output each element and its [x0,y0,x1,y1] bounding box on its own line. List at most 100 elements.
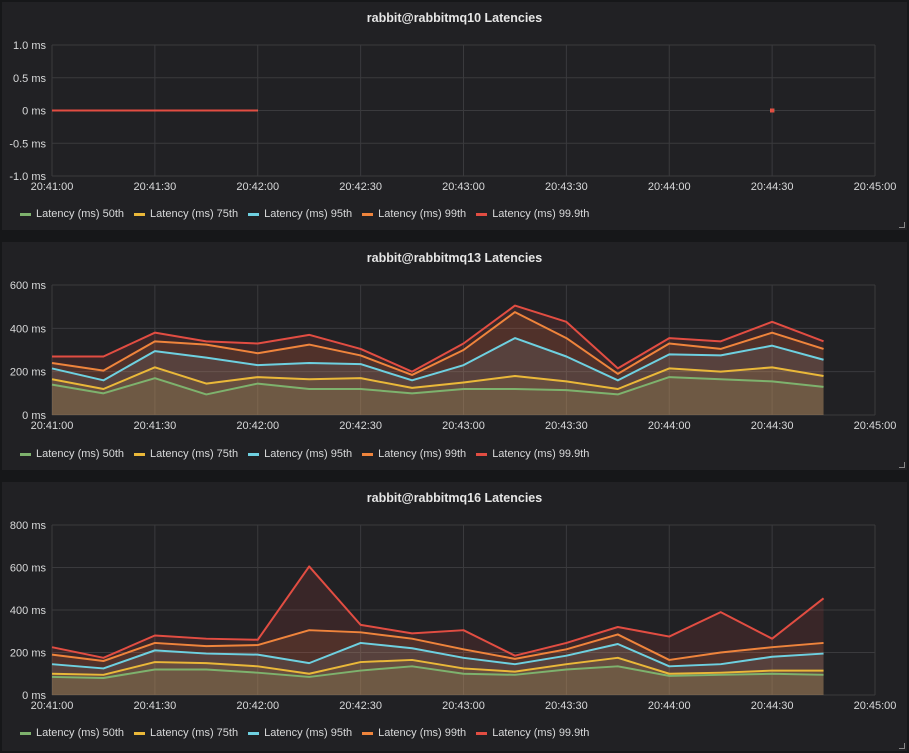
legend-swatch [20,452,31,456]
y-tick-label: 600 ms [10,563,47,575]
legend-label: Latency (ms) 95th [264,208,353,220]
y-tick-label: 600 ms [10,280,47,292]
x-tick-label: 20:41:30 [133,181,176,193]
panel-rabbitmq10: rabbit@rabbitmq10 Latencies 1.0 ms 0.5 ms… [2,2,907,230]
x-tick-label: 20:43:30 [545,700,588,712]
legend-item[interactable]: Latency (ms) 50th [20,208,124,220]
y-tick-label: 200 ms [10,367,47,379]
series-line [51,665,824,679]
legend-item[interactable]: Latency (ms) 95th [248,727,352,739]
legend-item[interactable]: Latency (ms) 99.9th [476,208,589,220]
legend-item[interactable]: Latency (ms) 99.9th [476,727,589,739]
x-tick-label: 20:45:00 [854,700,897,712]
x-tick-label: 20:44:30 [751,181,794,193]
y-tick-label: 0 ms [22,690,46,702]
resize-handle[interactable] [899,222,905,228]
legend-label: Latency (ms) 95th [264,727,353,739]
data-point [770,108,775,113]
x-tick-label: 20:42:30 [339,700,382,712]
panel-rabbitmq13: rabbit@rabbitmq13 Latencies 600 ms 400 ms… [2,242,907,470]
legend-item[interactable]: Latency (ms) 99.9th [476,448,589,460]
legend-item[interactable]: Latency (ms) 95th [248,448,352,460]
y-tick-label: 0 ms [22,106,46,118]
x-tick-label: 20:41:00 [31,181,74,193]
x-tick-label: 20:45:00 [854,181,897,193]
legend-swatch [134,212,146,216]
legend-label: Latency (ms) 99th [378,727,467,739]
legend-item[interactable]: Latency (ms) 50th [20,727,124,739]
x-tick-label: 20:41:00 [31,420,74,432]
resize-handle[interactable] [899,462,905,468]
series-line [51,311,824,376]
legend-label: Latency (ms) 99.9th [492,208,590,220]
series-area [52,305,824,415]
series-line [51,337,824,382]
x-tick-label: 20:43:00 [442,420,485,432]
x-tick-label: 20:42:30 [339,420,382,432]
series-area [52,657,824,695]
series-line [51,366,824,390]
legend-label: Latency (ms) 99th [378,208,467,220]
y-tick-label: 0 ms [22,410,46,422]
x-tick-label: 20:44:30 [751,700,794,712]
resize-handle[interactable] [899,743,905,749]
series-area [52,338,824,415]
legend-label: Latency (ms) 50th [36,448,125,460]
x-tick-label: 20:41:30 [133,700,176,712]
legend-item[interactable]: Latency (ms) 75th [134,448,238,460]
legend-label: Latency (ms) 75th [150,208,239,220]
x-tick-label: 20:41:30 [133,420,176,432]
x-tick-label: 20:43:30 [545,181,588,193]
x-tick-label: 20:43:00 [442,700,485,712]
x-tick-label: 20:42:00 [236,420,279,432]
legend-item[interactable]: Latency (ms) 99th [362,448,466,460]
legend-swatch [248,731,260,735]
legend-item[interactable]: Latency (ms) 95th [248,208,352,220]
legend-label: Latency (ms) 99.9th [492,727,590,739]
y-tick-label: 1.0 ms [13,40,47,52]
legend-swatch [362,731,374,735]
x-tick-label: 20:44:00 [648,420,691,432]
legend-item[interactable]: Latency (ms) 75th [134,208,238,220]
legend-swatch [20,212,31,216]
y-tick-label: -0.5 ms [9,138,46,150]
legend-item[interactable]: Latency (ms) 99th [362,208,466,220]
x-tick-label: 20:42:00 [236,700,279,712]
legend-swatch [362,212,374,216]
panel-title[interactable]: rabbit@rabbitmq13 Latencies [366,251,543,265]
legend-label: Latency (ms) 99th [378,448,467,460]
series-line [51,629,824,662]
legend-swatch [248,212,260,216]
legend: Latency (ms) 50th Latency (ms) 75th Latenc… [20,448,589,460]
y-tick-label: 400 ms [10,605,47,617]
legend: Latency (ms) 50th Latency (ms) 75th Latenc… [20,727,589,739]
legend-label: Latency (ms) 75th [150,727,239,739]
y-tick-label: -1.0 ms [9,171,46,183]
y-tick-label: 400 ms [10,323,47,335]
panel-title[interactable]: rabbit@rabbitmq16 Latencies [366,491,543,505]
legend-label: Latency (ms) 50th [36,727,125,739]
legend-item[interactable]: Latency (ms) 50th [20,448,124,460]
legend-label: Latency (ms) 50th [36,208,125,220]
legend-item[interactable]: Latency (ms) 75th [134,727,238,739]
panel-title[interactable]: rabbit@rabbitmq10 Latencies [366,11,543,25]
x-tick-label: 20:42:30 [339,181,382,193]
y-tick-label: 200 ms [10,648,47,660]
legend-swatch [248,452,260,456]
x-tick-label: 20:43:00 [442,181,485,193]
series-area [52,642,824,695]
legend-label: Latency (ms) 95th [264,448,353,460]
legend-label: Latency (ms) 75th [150,448,239,460]
legend: Latency (ms) 50th Latency (ms) 75th Latenc… [20,208,589,220]
x-tick-label: 20:44:30 [751,420,794,432]
series-area [52,566,824,695]
legend-swatch [134,452,146,456]
legend-swatch [362,452,374,456]
legend-item[interactable]: Latency (ms) 99th [362,727,466,739]
series-area [52,630,824,695]
x-tick-label: 20:44:00 [648,700,691,712]
panel-rabbitmq16: rabbit@rabbitmq16 Latencies 800 ms 600 ms… [2,482,907,751]
